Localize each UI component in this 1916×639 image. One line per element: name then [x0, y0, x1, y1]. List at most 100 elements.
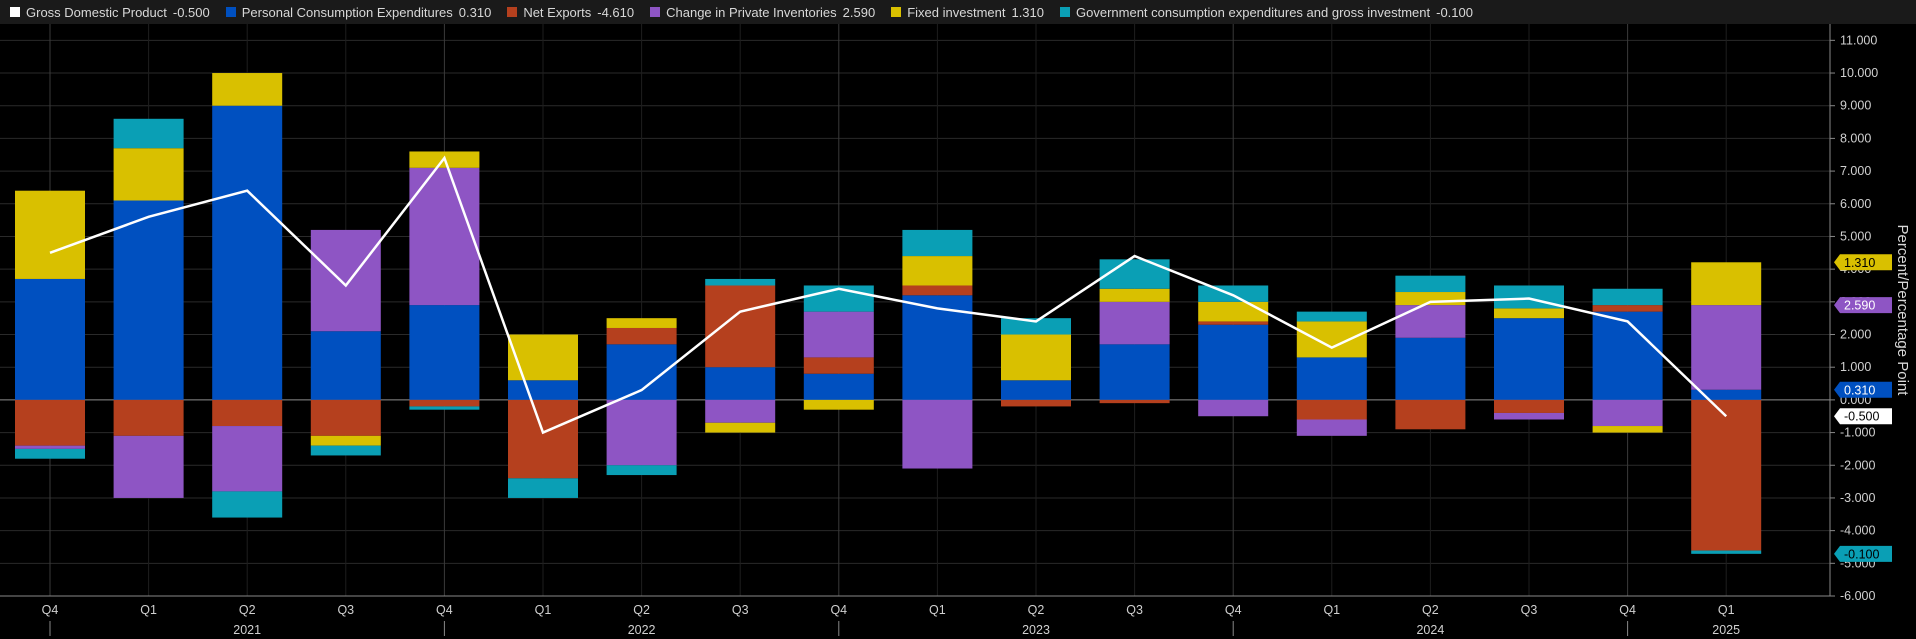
bar-segment: [409, 305, 480, 400]
bar-segment: [1001, 399, 1071, 407]
legend-label: Government consumption expenditures and …: [1076, 4, 1431, 20]
bar-segment: [1395, 399, 1466, 430]
y-axis-title: Percent/Percentage Point: [1894, 225, 1911, 397]
legend-value: 2.590: [842, 4, 876, 20]
bar-segment: [212, 105, 283, 400]
bar-segment: [15, 190, 85, 279]
legend-label: Net Exports: [523, 4, 592, 20]
x-tick-label: Q4: [830, 603, 847, 617]
legend-item[interactable]: Government consumption expenditures and …: [1060, 5, 1473, 20]
bar-segment: [606, 318, 677, 328]
x-tick-label: Q4: [1619, 603, 1636, 617]
bar-segment: [508, 380, 578, 400]
stacked-bar-chart: 11.00010.0009.0008.0007.0006.0005.0004.0…: [0, 24, 1911, 637]
bars-layer: [15, 73, 1762, 554]
bar-segment: [1296, 419, 1367, 436]
y-tick-label: 2.000: [1840, 328, 1871, 342]
gdp-line: [49, 155, 1728, 435]
bar-segment: [409, 406, 480, 410]
legend-value: 1.310: [1011, 4, 1045, 20]
bar-segment: [1691, 305, 1762, 390]
bar-segment: [1494, 318, 1564, 400]
legend-label: Fixed investment: [907, 4, 1006, 20]
y-tick-label: 7.000: [1840, 164, 1871, 178]
y-tick-label: 11.000: [1840, 33, 1877, 47]
legend-item[interactable]: Change in Private Inventories 2.590: [650, 5, 875, 20]
x-year-label: 2022: [628, 623, 656, 637]
x-tick-label: Q1: [1323, 603, 1340, 617]
bar-segment: [803, 311, 874, 358]
bar-segment: [902, 285, 973, 296]
bar-segment: [1395, 275, 1466, 293]
bar-segment: [212, 73, 283, 106]
bar-segment: [1691, 389, 1762, 400]
bar-segment: [212, 399, 283, 427]
bar-segment: [1198, 399, 1269, 417]
bar-segment: [902, 399, 973, 469]
y-tick-label: -6.000: [1840, 589, 1875, 603]
value-tag-label: 2.590: [1844, 299, 1875, 313]
bar-segment: [1001, 318, 1071, 335]
bar-segment: [15, 445, 85, 449]
x-tick-label: Q1: [929, 603, 946, 617]
bar-segment: [310, 445, 381, 456]
x-year-label: 2024: [1416, 623, 1444, 637]
legend-swatch: [225, 7, 236, 17]
value-tag: [1834, 545, 1892, 562]
value-tag-label: 0.310: [1844, 383, 1875, 397]
x-tick-label: Q2: [633, 603, 650, 617]
bar-segment: [705, 278, 776, 286]
bar-segment: [1099, 288, 1170, 302]
bar-segment: [113, 200, 184, 400]
bar-segment: [1001, 380, 1071, 400]
legend-item[interactable]: Net Exports -4.610: [507, 5, 634, 20]
bar-segment: [1494, 308, 1564, 319]
bar-segment: [803, 399, 874, 410]
x-tick-label: Q4: [42, 603, 59, 617]
bar-segment: [1494, 399, 1564, 413]
bar-segment: [1296, 321, 1367, 358]
x-year-label: 2021: [233, 623, 261, 637]
value-tag: [1834, 381, 1892, 398]
y-tick-label: -2.000: [1840, 458, 1875, 472]
bar-segment: [1198, 324, 1269, 400]
bar-segment: [1592, 311, 1663, 400]
y-tick-label: 1.000: [1840, 360, 1871, 374]
bar-segment: [1691, 399, 1762, 551]
bar-segment: [1198, 301, 1269, 322]
x-tick-label: Q1: [140, 603, 157, 617]
y-tick-label: 9.000: [1840, 99, 1871, 113]
value-tag-label: 1.310: [1844, 256, 1875, 270]
x-tick-label: Q3: [337, 603, 354, 617]
legend-item[interactable]: Gross Domestic Product -0.500: [10, 5, 210, 20]
x-year-label: 2025: [1712, 623, 1740, 637]
legend-item[interactable]: Personal Consumption Expenditures 0.310: [225, 4, 492, 20]
y-tick-label: -3.000: [1840, 491, 1875, 505]
y-tick-label: 5.000: [1840, 229, 1871, 243]
bar-segment: [705, 367, 776, 400]
bar-segment: [1296, 357, 1367, 400]
bar-segment: [15, 448, 85, 459]
value-tag: [1834, 254, 1892, 271]
gdp-line-layer: [49, 155, 1728, 435]
bar-segment: [705, 422, 776, 433]
bar-segment: [1198, 285, 1269, 302]
bar-segment: [409, 167, 480, 306]
y-tick-label: 6.000: [1840, 197, 1871, 211]
bar-segment: [310, 435, 381, 446]
y-axis: 11.00010.0009.0008.0007.0006.0005.0004.0…: [1829, 24, 1878, 603]
legend-item[interactable]: Fixed investment 1.310: [891, 5, 1044, 20]
bar-segment: [1099, 399, 1170, 404]
bar-segment: [1099, 259, 1170, 289]
bar-segment: [212, 426, 283, 492]
bar-segment: [902, 256, 973, 286]
bar-segment: [508, 478, 578, 498]
bar-segment: [1296, 311, 1367, 322]
bar-segment: [508, 399, 578, 479]
legend-value: 0.310: [458, 4, 492, 20]
value-tag: [1834, 297, 1892, 314]
value-tag-label: -0.500: [1844, 410, 1879, 424]
legend-swatch: [650, 7, 661, 17]
bar-segment: [1592, 288, 1663, 306]
bar-segment: [1691, 550, 1762, 554]
